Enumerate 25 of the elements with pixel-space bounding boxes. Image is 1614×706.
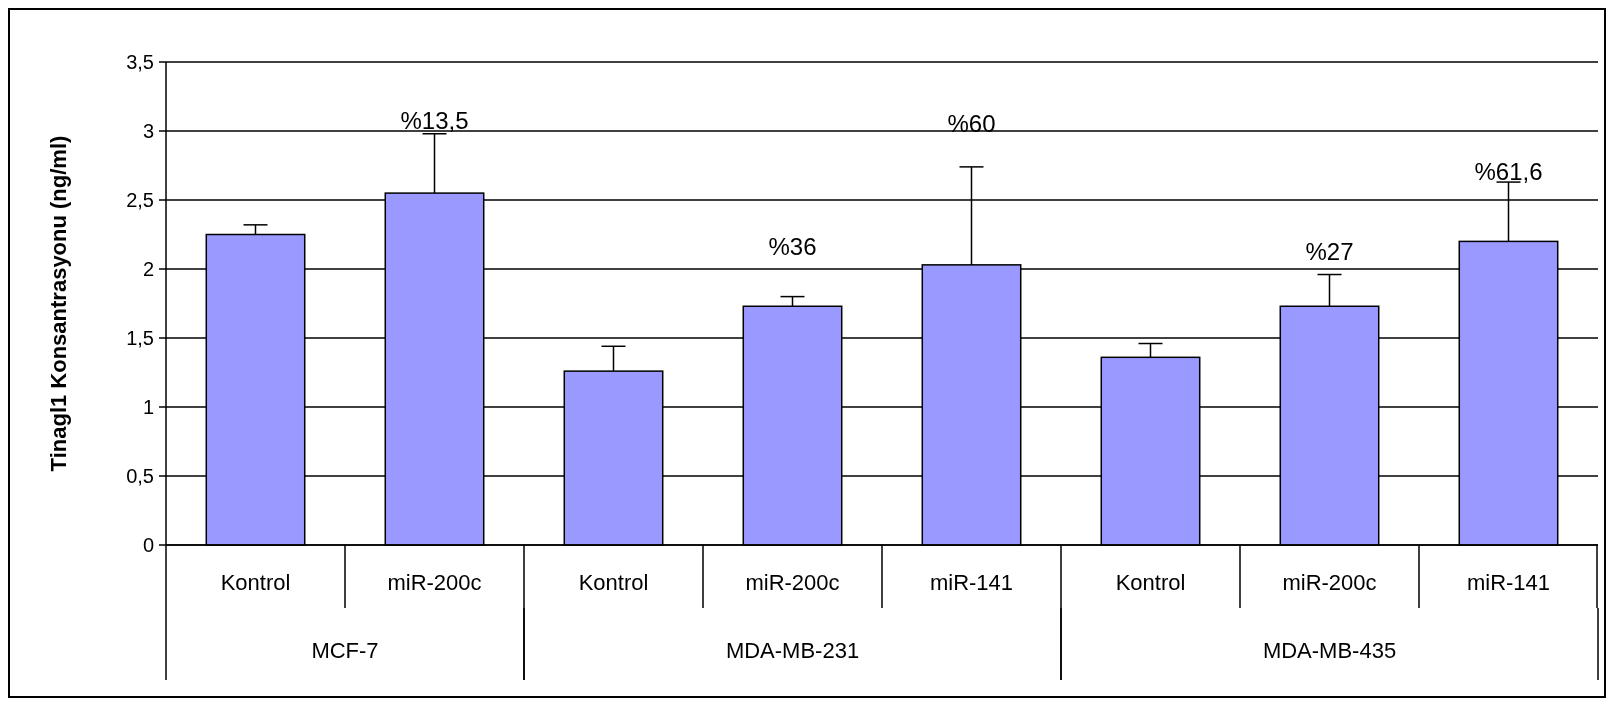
y-tick-label: 0 [142, 534, 154, 556]
y-tick-label: 2 [142, 258, 154, 280]
y-tick-label: 3 [142, 120, 154, 142]
x-tick-label: Kontrol [1115, 570, 1186, 595]
x-tick-label: miR-200c [1282, 570, 1377, 595]
annotation: %61,6 [1474, 158, 1543, 185]
x-tick-label: Kontrol [578, 570, 649, 595]
annotation: %13,5 [400, 107, 469, 134]
text: MCF-7 [311, 638, 379, 663]
x-tick-label: miR-141 [929, 570, 1014, 595]
annotation: %27 [1305, 238, 1354, 265]
x-tick-label: miR-200c [387, 570, 482, 595]
x-tick-label: miR-200c [745, 570, 840, 595]
text: MDA-MB-435 [1262, 638, 1397, 663]
annotation: %60 [947, 110, 996, 137]
y-tick-label: 1,5 [126, 327, 154, 349]
text: MDA-MB-231 [725, 638, 860, 663]
y-axis-title: Tinagl1 Konsantrasyonu (ng/ml) [46, 135, 71, 472]
y-tick-label: 1 [142, 396, 154, 418]
x-tick-label: Kontrol [220, 570, 291, 595]
annotation: %36 [768, 233, 817, 260]
y-tick-label: 3,5 [126, 51, 154, 73]
y-tick-label: 0,5 [126, 465, 154, 487]
x-tick-label: miR-141 [1466, 570, 1551, 595]
y-tick-label: 2,5 [126, 189, 154, 211]
